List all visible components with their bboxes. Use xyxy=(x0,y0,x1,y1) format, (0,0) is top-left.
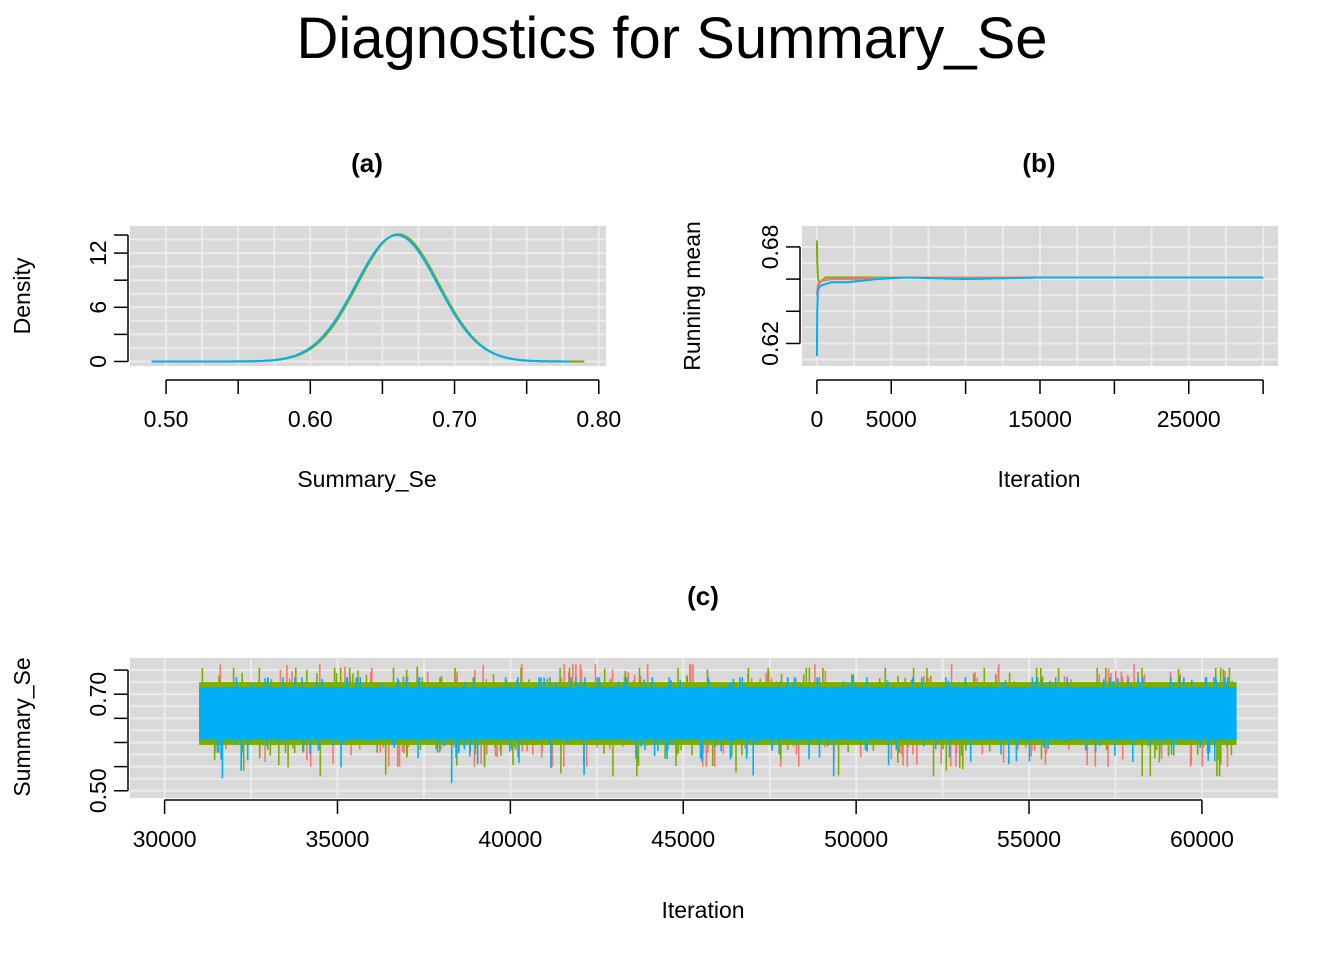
panel-a-x-axis: 0.50 0.60 0.70 0.80 xyxy=(144,379,621,432)
running-mean-panel: (b) 0 5000 15000 25000 0.62 0.68 Iteration R… xyxy=(679,148,1278,492)
panel-b-xtick-label: 0 xyxy=(810,406,823,432)
panel-a-xtick-label: 0.60 xyxy=(288,406,333,432)
panel-a-xlabel: Summary_Se xyxy=(297,466,436,492)
panel-c-x-axis: 30000 35000 40000 45000 50000 55000 60000 xyxy=(133,799,1234,852)
panel-b-y-axis: 0.62 0.68 xyxy=(757,225,801,366)
trace-chain-3 xyxy=(199,677,1237,784)
running-mean-line-3 xyxy=(815,276,1264,357)
panel-b-xtick-label: 15000 xyxy=(1008,406,1072,432)
panel-c-xtick-label: 30000 xyxy=(133,826,197,852)
panel-c-ytick-label: 0.70 xyxy=(85,672,111,717)
panel-c-xtick-label: 45000 xyxy=(651,826,715,852)
panel-a-y-axis: 0 6 12 xyxy=(85,234,129,368)
panel-c-xtick-label: 35000 xyxy=(305,826,369,852)
panel-c-ylabel: Summary_Se xyxy=(9,657,35,796)
panel-a-ytick-label: 0 xyxy=(85,355,111,368)
page-title: Diagnostics for Summary_Se xyxy=(296,6,1048,71)
panel-a-density-lines xyxy=(151,233,585,363)
panel-a-title: (a) xyxy=(351,148,383,178)
panel-b-x-axis: 0 5000 15000 25000 xyxy=(810,379,1264,432)
panel-b-running-mean-lines xyxy=(815,240,1264,357)
panel-b-ylabel: Running mean xyxy=(679,221,705,371)
panel-c-y-axis: 0.50 0.70 xyxy=(85,669,129,813)
density-line-2 xyxy=(151,233,570,363)
panel-c-title: (c) xyxy=(687,581,719,611)
panel-b-ytick-label: 0.68 xyxy=(757,225,783,270)
trace-panel: (c) 30000 35000 40000 45000 50000 55000 60000 … xyxy=(9,581,1278,923)
panel-b-grid xyxy=(802,226,1278,366)
panel-c-trace-lines xyxy=(199,664,1237,784)
panel-c-xtick-label: 55000 xyxy=(997,826,1061,852)
panel-a-xtick-label: 0.70 xyxy=(432,406,477,432)
panel-c-xtick-label: 50000 xyxy=(824,826,888,852)
panel-b-title: (b) xyxy=(1022,148,1055,178)
panel-c-xlabel: Iteration xyxy=(661,897,744,923)
trace-spikes-3 xyxy=(199,677,1237,784)
panel-a-xtick-label: 0.50 xyxy=(144,406,189,432)
panel-b-ytick-label: 0.62 xyxy=(757,321,783,366)
panel-a-ytick-label: 6 xyxy=(85,301,111,314)
panel-c-xtick-label: 40000 xyxy=(478,826,542,852)
panel-b-xtick-label: 25000 xyxy=(1157,406,1221,432)
panel-a-grid xyxy=(130,226,606,366)
panel-a-xtick-label: 0.80 xyxy=(576,406,621,432)
panel-a-ytick-label: 12 xyxy=(85,240,111,266)
panel-c-ytick-label: 0.50 xyxy=(85,768,111,813)
panel-b-xtick-label: 5000 xyxy=(866,406,917,432)
density-panel: (a) 0.50 0.60 0.70 0.80 0 6 12 Summary_Se Den… xyxy=(9,148,621,492)
panel-b-xlabel: Iteration xyxy=(997,466,1080,492)
panel-a-ylabel: Density xyxy=(9,257,35,334)
panel-c-xtick-label: 60000 xyxy=(1170,826,1234,852)
